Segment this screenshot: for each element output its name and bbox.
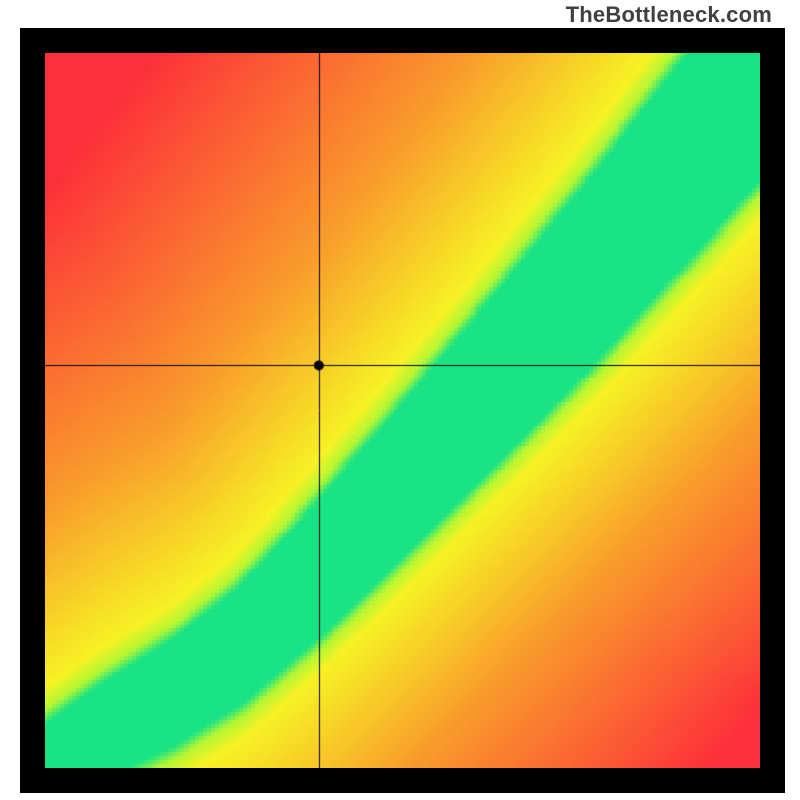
crosshair-overlay [45, 53, 760, 768]
chart-container: TheBottleneck.com [0, 0, 800, 800]
watermark-text: TheBottleneck.com [566, 2, 772, 28]
